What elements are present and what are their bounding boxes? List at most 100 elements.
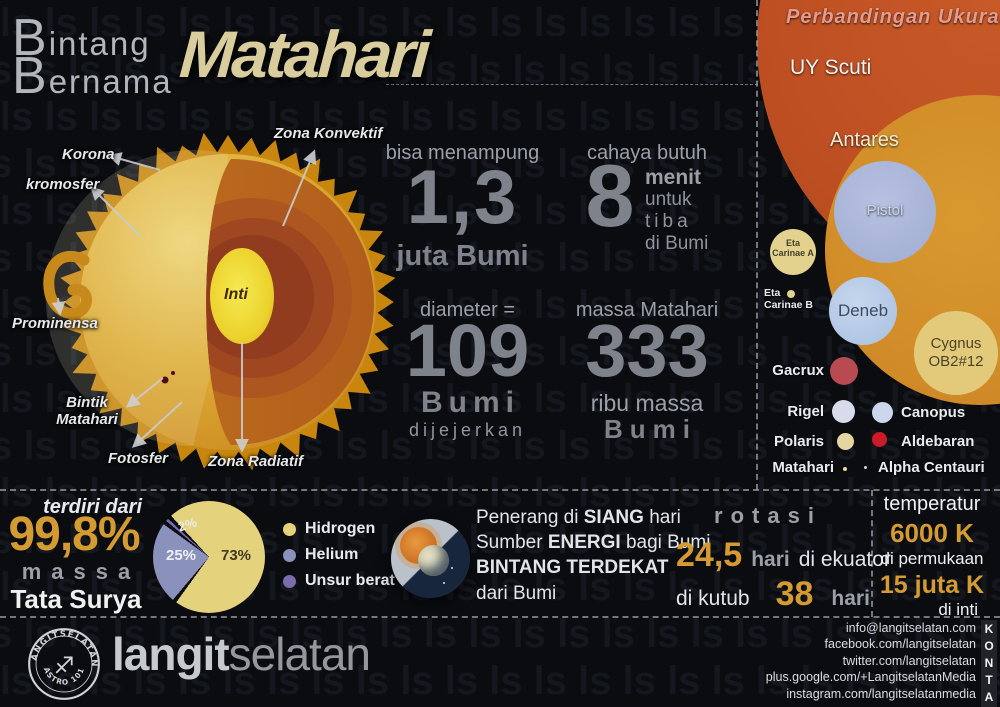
star-circle-canopus <box>872 402 893 423</box>
star-label-eta-b: Eta Carinae B <box>764 287 813 311</box>
stat-light-intro: cahaya butuh <box>586 142 708 164</box>
sunspot-dot <box>161 376 169 384</box>
fact2-post: bagi Bumi <box>620 532 711 553</box>
label-zona-radiatif: Zona Radiatif <box>208 453 304 470</box>
star-circle-eta-carinae-b <box>787 290 795 298</box>
brand-langit: langit <box>112 628 230 680</box>
stat-light-unit: menit <box>645 166 702 189</box>
stat-capacity-unit: juta Bumi <box>396 240 529 272</box>
sunspot-dot <box>171 371 175 375</box>
divider-middle <box>0 489 1000 491</box>
arrow-prominensa <box>51 297 66 316</box>
star-label-polaris: Polaris <box>773 433 824 450</box>
star-label-eta-a-line1: Eta <box>785 238 800 248</box>
composition-tata-surya: Tata Surya <box>10 584 142 614</box>
rotation-pole-value: 38 <box>775 575 814 613</box>
legend-label-unsur-berat: Unsur berat <box>305 572 395 589</box>
sun-core <box>210 248 274 344</box>
label-kromosfer: kromosfer <box>26 176 100 193</box>
stat-light-line4: di Bumi <box>645 233 709 254</box>
stat-mass-line2: ribu massa <box>590 390 704 416</box>
star-circle-pistol <box>834 161 936 263</box>
title-line2-rest: ernama <box>48 63 173 100</box>
stat-light-value: 8 <box>585 146 635 245</box>
star-label-cygnus-line2: OB2#12 <box>928 353 984 370</box>
stat-diameter-unit: Bumi <box>421 386 520 419</box>
fact-line2: Sumber ENERGI bagi Bumi <box>476 532 710 554</box>
star-label-canopus: Canopus <box>901 404 966 421</box>
pie-label-helium: 25% <box>166 547 197 564</box>
fact4-text: dari Bumi <box>476 583 557 604</box>
label-inti: Inti <box>224 286 248 303</box>
temperature-core-label: di inti <box>938 600 978 619</box>
title-line1: Bintang <box>12 8 151 68</box>
contact-facebook[interactable]: facebook.com/langitselatan <box>824 637 976 652</box>
star-circle-eta-carinae-a: Eta Carinae A <box>770 229 816 275</box>
star-circle-polaris <box>837 433 854 450</box>
title-line2: Bernama <box>12 46 173 106</box>
fact1-pre: Penerang di <box>476 507 584 528</box>
contact-list: info@langitselatan.com facebook.com/lang… <box>690 620 976 702</box>
fact-line1: Penerang di SIANG hari <box>476 507 681 529</box>
divider-footer <box>0 616 1000 618</box>
legend-label-helium: Helium <box>305 546 359 563</box>
earth-icon <box>418 545 449 576</box>
sun-surface-highlight <box>45 150 228 446</box>
star-circle-matahari <box>843 467 847 471</box>
brand-selatan: selatan <box>228 628 371 680</box>
rotation-equator-value: 24,5 <box>676 536 743 574</box>
temperature-surface-value: 6000 K <box>890 518 974 548</box>
legend-dot-hidrogen <box>283 522 296 536</box>
star-label-eta-b-line1: Eta <box>764 287 781 299</box>
legend-dot-unsur-berat <box>283 574 296 588</box>
pie-label-unsur-berat: 2% <box>176 514 199 535</box>
stat-mass-intro: massa Matahari <box>575 299 719 321</box>
contact-email[interactable]: info@langitselatan.com <box>845 621 976 635</box>
label-bintik-line1: Bintik <box>66 394 108 411</box>
fact1-post: hari <box>643 507 681 528</box>
label-bintik-line2: Matahari <box>56 411 118 428</box>
composition-legend: Hidrogen Helium Unsur berat <box>283 520 395 598</box>
composition-percent: 99,8% <box>8 508 140 561</box>
legend-row-helium: Helium <box>283 546 395 564</box>
temperature-core-value: 15 juta K <box>879 571 985 599</box>
stat-capacity-intro: bisa menampung <box>385 142 540 164</box>
star-circle-alpha-centauri <box>864 466 867 469</box>
rotation-equator-unit: hari <box>751 548 790 571</box>
contact-googleplus[interactable]: plus.google.com/+LangitselatanMedia <box>765 670 976 685</box>
star-label-cygnus-line1: Cygnus <box>930 335 982 352</box>
label-korona: Korona <box>62 146 115 163</box>
stat-light-line3: tiba <box>645 211 692 232</box>
star-label-uy-scuti: UY Scuti <box>790 56 872 79</box>
stat-mass-value: 333 <box>585 309 709 392</box>
stat-diameter-note: dijejerkan <box>408 420 527 440</box>
temperature-surface-label: di permukaan <box>880 549 984 568</box>
stat-light-line2: untuk <box>645 189 692 210</box>
star-label-alpha-centauri: Alpha Centauri <box>878 459 985 476</box>
star-circle-aldebaran <box>872 432 887 447</box>
star-label-matahari: Matahari <box>772 459 834 476</box>
centaur-archer-icon: ♐ <box>54 653 75 680</box>
day-night-icon <box>391 519 470 598</box>
rotation-pole-unit: hari <box>831 587 870 610</box>
langitselatan-stamp-logo: LANGITSELATAN ASTRO 101 ♐ <box>26 626 100 700</box>
contact-instagram[interactable]: instagram.com/langitselatanmedia <box>786 686 976 701</box>
star-label-deneb: Deneb <box>837 301 889 320</box>
fact2-bold: ENERGI <box>547 532 621 553</box>
contact-twitter[interactable]: twitter.com/langitselatan <box>842 653 976 668</box>
rotation-heading: rotasi <box>714 503 822 528</box>
divider-panel <box>756 0 758 490</box>
label-zona-konvektif: Zona Konvektif <box>274 125 383 142</box>
divider-top <box>386 84 758 85</box>
star-circle-cygnus-ob2-12: Cygnus OB2#12 <box>914 311 998 395</box>
page-title: Matahari <box>177 17 431 91</box>
watermark-row: ls ls ls ls ls ls ls ls ls ls ls ls ls l… <box>0 659 1000 703</box>
brand-wordmark: langitselatan <box>112 627 371 681</box>
fact1-bold: SIANG <box>583 507 644 528</box>
star-label-antares: Antares <box>830 129 899 151</box>
rotation-equator-label: di ekuator <box>798 548 891 571</box>
stat-light-side: menit untuk tiba di Bumi <box>645 167 708 255</box>
title-line1-initial: B <box>12 9 49 67</box>
legend-label-hidrogen: Hidrogen <box>305 520 376 537</box>
